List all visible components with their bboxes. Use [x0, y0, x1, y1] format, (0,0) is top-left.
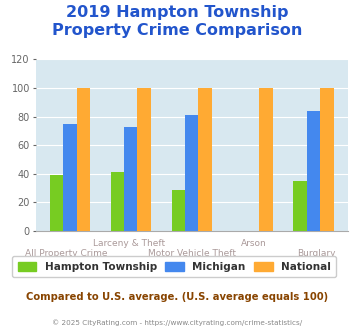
Bar [137, 88, 151, 231]
Bar [294, 181, 307, 231]
Text: Compared to U.S. average. (U.S. average equals 100): Compared to U.S. average. (U.S. average … [26, 292, 329, 302]
Bar [185, 115, 198, 231]
Text: Burglary: Burglary [297, 249, 336, 258]
Bar [77, 88, 90, 231]
Bar [198, 88, 212, 231]
Text: 2019 Hampton Township
Property Crime Comparison: 2019 Hampton Township Property Crime Com… [52, 5, 303, 38]
Bar [171, 189, 185, 231]
Bar [320, 88, 334, 231]
Bar [124, 127, 137, 231]
Bar [111, 172, 124, 231]
Bar [307, 111, 320, 231]
Text: Larceny & Theft: Larceny & Theft [93, 239, 165, 248]
Text: All Property Crime: All Property Crime [26, 249, 108, 258]
Legend: Hampton Township, Michigan, National: Hampton Township, Michigan, National [12, 256, 336, 277]
Text: Arson: Arson [241, 239, 267, 248]
Text: Motor Vehicle Theft: Motor Vehicle Theft [148, 249, 236, 258]
Bar [260, 88, 273, 231]
Bar [63, 124, 77, 231]
Bar [50, 175, 63, 231]
Text: © 2025 CityRating.com - https://www.cityrating.com/crime-statistics/: © 2025 CityRating.com - https://www.city… [53, 319, 302, 326]
